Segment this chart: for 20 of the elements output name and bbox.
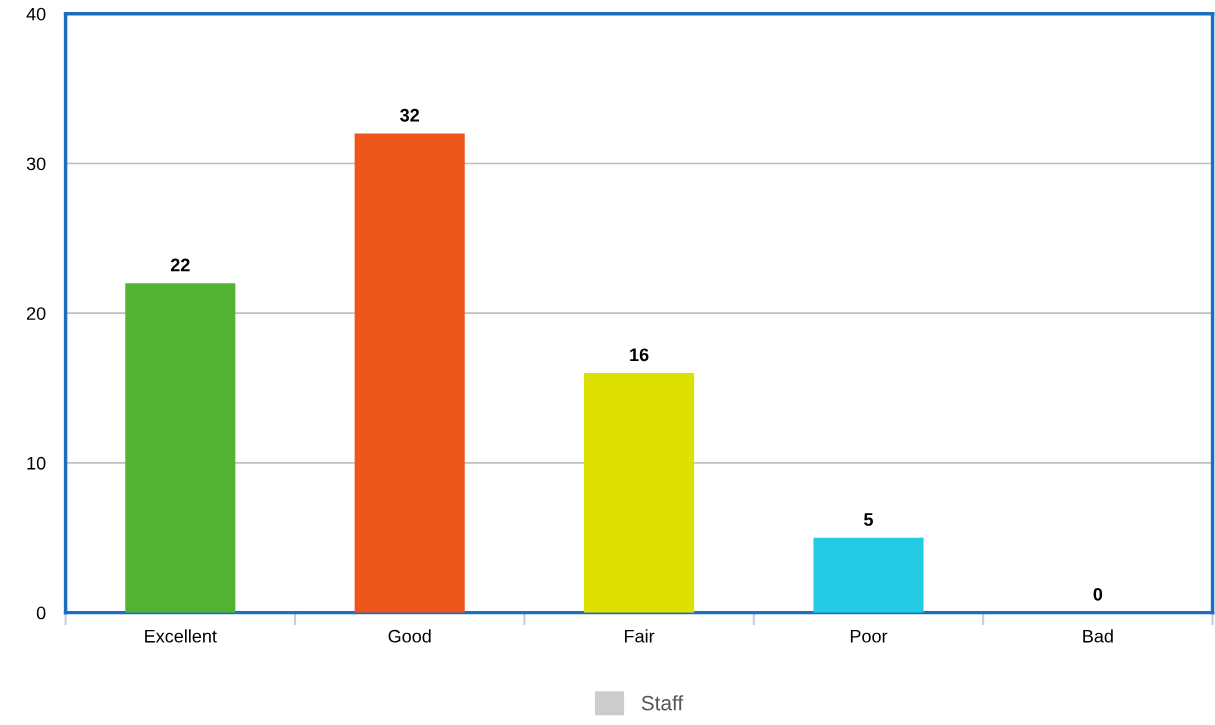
bar xyxy=(813,537,924,613)
x-tick-label: Fair xyxy=(625,629,655,643)
y-tick-label: 30 xyxy=(26,157,46,171)
data-label: 22 xyxy=(170,258,190,272)
y-tick-label: 20 xyxy=(26,307,46,320)
data-label: 32 xyxy=(400,108,420,122)
y-tick-label: 0 xyxy=(36,606,46,620)
x-tick-label: Bad xyxy=(1083,629,1113,643)
bar xyxy=(125,283,236,613)
data-label: 5 xyxy=(864,513,873,526)
bar xyxy=(584,373,695,613)
bar xyxy=(354,133,465,613)
data-label: 16 xyxy=(630,348,649,362)
x-tick-label: Poor xyxy=(850,629,888,643)
y-tick-label: 10 xyxy=(27,456,46,470)
x-tick-label: Good xyxy=(388,629,431,643)
y-tick-label: 40 xyxy=(26,7,46,21)
data-label: 0 xyxy=(1093,587,1103,601)
text: Staff xyxy=(641,695,684,711)
x-tick-label: Excellent xyxy=(145,629,217,643)
